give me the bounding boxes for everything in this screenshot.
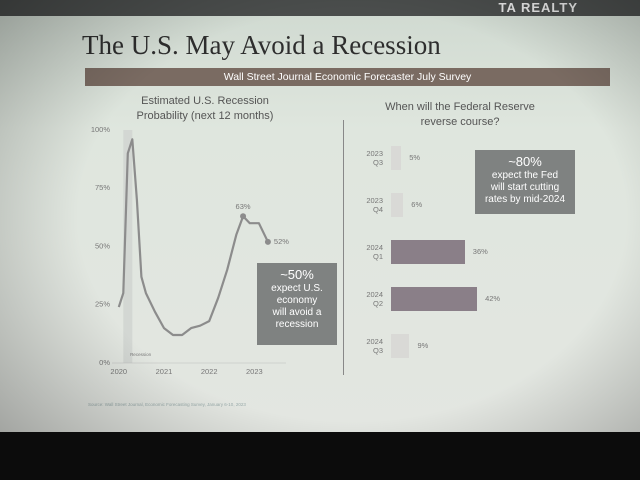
y-tick-label: 2024 Q2 bbox=[366, 290, 383, 308]
audience bbox=[0, 432, 640, 480]
divider bbox=[343, 120, 344, 375]
x-tick-label: 2022 bbox=[201, 367, 218, 376]
callout: ~50% expect U.S. economy will avoid a recess… bbox=[257, 263, 337, 345]
data-label: 63% bbox=[236, 202, 251, 211]
bar bbox=[391, 146, 402, 170]
data-label: 6% bbox=[411, 200, 423, 209]
slide-title: The U.S. May Avoid a Recession bbox=[82, 30, 441, 60]
y-tick-label: 25% bbox=[95, 300, 110, 309]
callout: ~80% expect the Fed will start cutting rate… bbox=[475, 150, 575, 214]
callout-line: recession bbox=[275, 319, 319, 330]
y-tick-label: 2024 Q3 bbox=[366, 337, 383, 355]
callout-line: rates by mid-2024 bbox=[484, 194, 566, 205]
bar bbox=[391, 334, 410, 358]
point bbox=[240, 213, 247, 220]
x-tick-label: 2020 bbox=[110, 367, 127, 376]
data-label: 52% bbox=[274, 237, 289, 246]
logo: TA REALTY bbox=[498, 0, 578, 15]
line bbox=[117, 138, 269, 337]
y-tick-label: 0% bbox=[99, 358, 110, 367]
top-bar: TA REALTY bbox=[0, 0, 640, 16]
source: Source: Wall Street Journal, Economic Fo… bbox=[88, 402, 246, 407]
x-tick-label: 2023 bbox=[246, 367, 263, 376]
data-label: 9% bbox=[417, 341, 429, 350]
banner: Wall Street Journal Economic Forecaster … bbox=[85, 68, 610, 86]
y-tick-label: 2024 Q1 bbox=[366, 243, 383, 261]
annotation: Recession bbox=[130, 352, 152, 357]
y-tick-label: 2023 Q3 bbox=[366, 149, 383, 167]
point bbox=[264, 238, 271, 245]
callout-line: will avoid a bbox=[272, 307, 322, 318]
y-tick-label: 2023 Q4 bbox=[366, 196, 383, 214]
x-tick-label: 2021 bbox=[156, 367, 173, 376]
y-tick-label: 100% bbox=[91, 125, 111, 134]
data-label: 36% bbox=[472, 247, 488, 256]
bar-chart-title: When will the Federal Reserve reverse co… bbox=[385, 101, 535, 128]
line-chart: Recession 0% 25% 50% 75% 100% 2020 2021 2022 2023… bbox=[91, 125, 289, 376]
y-tick-label: 50% bbox=[95, 241, 110, 250]
data-label: 5% bbox=[409, 153, 421, 162]
recession-band bbox=[123, 130, 133, 363]
y-tick-label: 75% bbox=[95, 183, 110, 192]
bar bbox=[391, 287, 478, 311]
callout-line: expect U.S. bbox=[271, 283, 323, 294]
bar bbox=[391, 240, 465, 264]
callout-line: ~50% bbox=[280, 267, 314, 282]
data-label: 42% bbox=[485, 294, 501, 303]
callout-line: ~80% bbox=[508, 154, 542, 169]
slide: TA REALTY The U.S. May Avoid a Recession… bbox=[0, 0, 640, 432]
line-chart-title: Estimated U.S. Recession Probability (ne… bbox=[136, 95, 274, 122]
callout-line: expect the Fed bbox=[491, 170, 559, 181]
callout-line: will start cutting bbox=[490, 182, 560, 193]
bar bbox=[391, 193, 404, 217]
callout-line: economy bbox=[276, 295, 318, 306]
